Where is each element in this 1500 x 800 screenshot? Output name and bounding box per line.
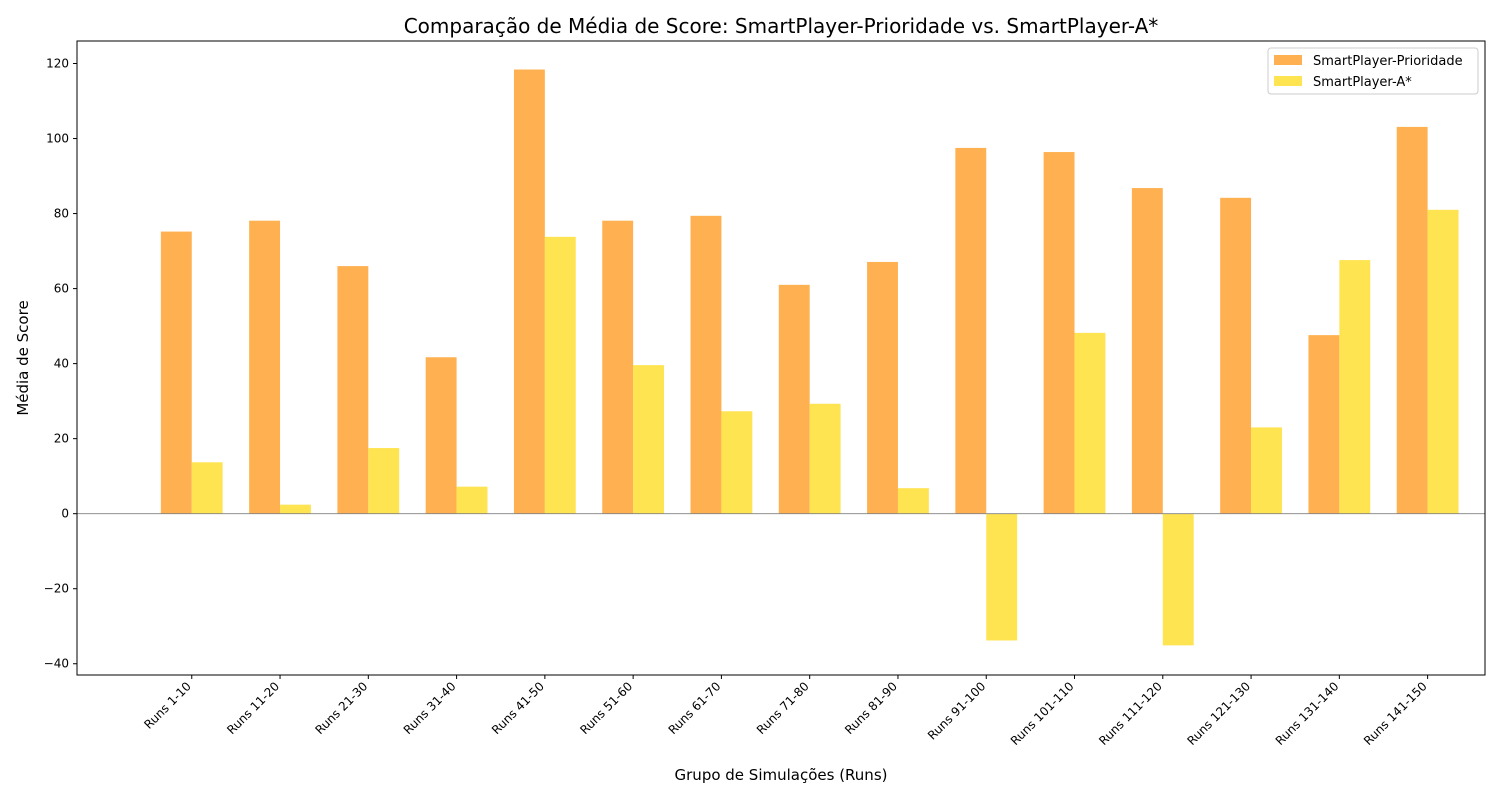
legend-label-2: SmartPlayer-A* xyxy=(1313,75,1412,90)
y-axis-label: Média de Score xyxy=(14,300,32,415)
chart-title: Comparação de Média de Score: SmartPlaye… xyxy=(404,14,1159,38)
y-tick-label: 0 xyxy=(61,507,69,521)
bar-prioridade-7 xyxy=(690,215,722,514)
x-tick-label: Runs 1-10 xyxy=(141,679,194,732)
bar-prioridade-5 xyxy=(513,69,545,514)
y-tick-label: 80 xyxy=(54,207,69,221)
y-tick-label: 100 xyxy=(46,132,69,146)
bar-astar-9 xyxy=(897,488,929,514)
y-tick-label: 120 xyxy=(46,57,69,71)
legend-swatch-1 xyxy=(1274,55,1302,65)
legend-label-1: SmartPlayer-Prioridade xyxy=(1313,54,1463,69)
bar-prioridade-14 xyxy=(1308,335,1340,514)
x-tick-label: Runs 31-40 xyxy=(401,679,459,737)
bar-astar-14 xyxy=(1339,260,1371,514)
bar-prioridade-11 xyxy=(1043,152,1075,514)
x-tick-label: Runs 131-140 xyxy=(1273,679,1342,748)
x-tick-label: Runs 101-110 xyxy=(1008,679,1077,748)
x-tick-label: Runs 11-20 xyxy=(224,679,282,737)
bar-prioridade-4 xyxy=(425,357,457,514)
bar-astar-2 xyxy=(280,504,311,514)
legend-swatch-2 xyxy=(1274,76,1302,86)
x-tick-label: Runs 61-70 xyxy=(666,679,724,737)
y-tick-label: 20 xyxy=(54,432,69,446)
bar-prioridade-8 xyxy=(778,284,810,514)
x-tick-label: Runs 111-120 xyxy=(1096,679,1165,748)
x-tick-label: Runs 81-90 xyxy=(842,679,900,737)
bar-prioridade-10 xyxy=(955,147,987,514)
bar-astar-5 xyxy=(544,236,576,514)
bar-astar-7 xyxy=(721,411,753,514)
bar-astar-4 xyxy=(456,486,488,514)
bar-astar-6 xyxy=(633,365,665,514)
bar-prioridade-13 xyxy=(1220,197,1252,514)
bar-astar-8 xyxy=(809,403,841,514)
y-tick-label: −20 xyxy=(44,582,69,596)
y-tick-label: 40 xyxy=(54,357,69,371)
bar-astar-10 xyxy=(986,513,1018,641)
y-tick-label: 60 xyxy=(54,282,69,296)
x-axis: Runs 1-10 Runs 11-20 Runs 21-30 Runs 31-40 R… xyxy=(141,675,1430,748)
legend-box xyxy=(1267,47,1479,95)
bar-prioridade-6 xyxy=(602,220,634,514)
x-tick-label: Runs 41-50 xyxy=(489,679,547,737)
x-tick-label: Runs 21-30 xyxy=(312,679,370,737)
bar-astar-1 xyxy=(191,462,223,514)
bar-prioridade-3 xyxy=(337,266,369,514)
bar-astar-11 xyxy=(1074,332,1106,514)
x-tick-label: Runs 121-130 xyxy=(1184,679,1253,748)
bar-prioridade-9 xyxy=(867,261,898,514)
y-axis: −40 −20 0 20 40 60 80 100 120 xyxy=(44,57,77,671)
legend: SmartPlayer-Prioridade SmartPlayer-A* xyxy=(1267,47,1479,95)
x-tick-label: Runs 141-150 xyxy=(1361,679,1430,748)
x-axis-label: Grupo de Simulações (Runs) xyxy=(675,766,888,784)
x-tick-label: Runs 71-80 xyxy=(754,679,812,737)
bar-prioridade-12 xyxy=(1131,188,1163,514)
x-tick-label: Runs 51-60 xyxy=(577,679,635,737)
x-tick-label: Runs 91-100 xyxy=(925,679,988,742)
bar-prioridade-2 xyxy=(249,220,281,514)
bar-astar-12 xyxy=(1162,513,1194,646)
plot-frame xyxy=(76,40,1486,676)
bar-astar-15 xyxy=(1427,209,1459,514)
bar-prioridade-15 xyxy=(1396,126,1428,514)
plot-area xyxy=(77,69,1485,646)
y-tick-label: −40 xyxy=(44,657,69,671)
bar-astar-3 xyxy=(368,448,400,514)
bar-prioridade-1 xyxy=(160,231,192,514)
bar-astar-13 xyxy=(1251,427,1282,514)
